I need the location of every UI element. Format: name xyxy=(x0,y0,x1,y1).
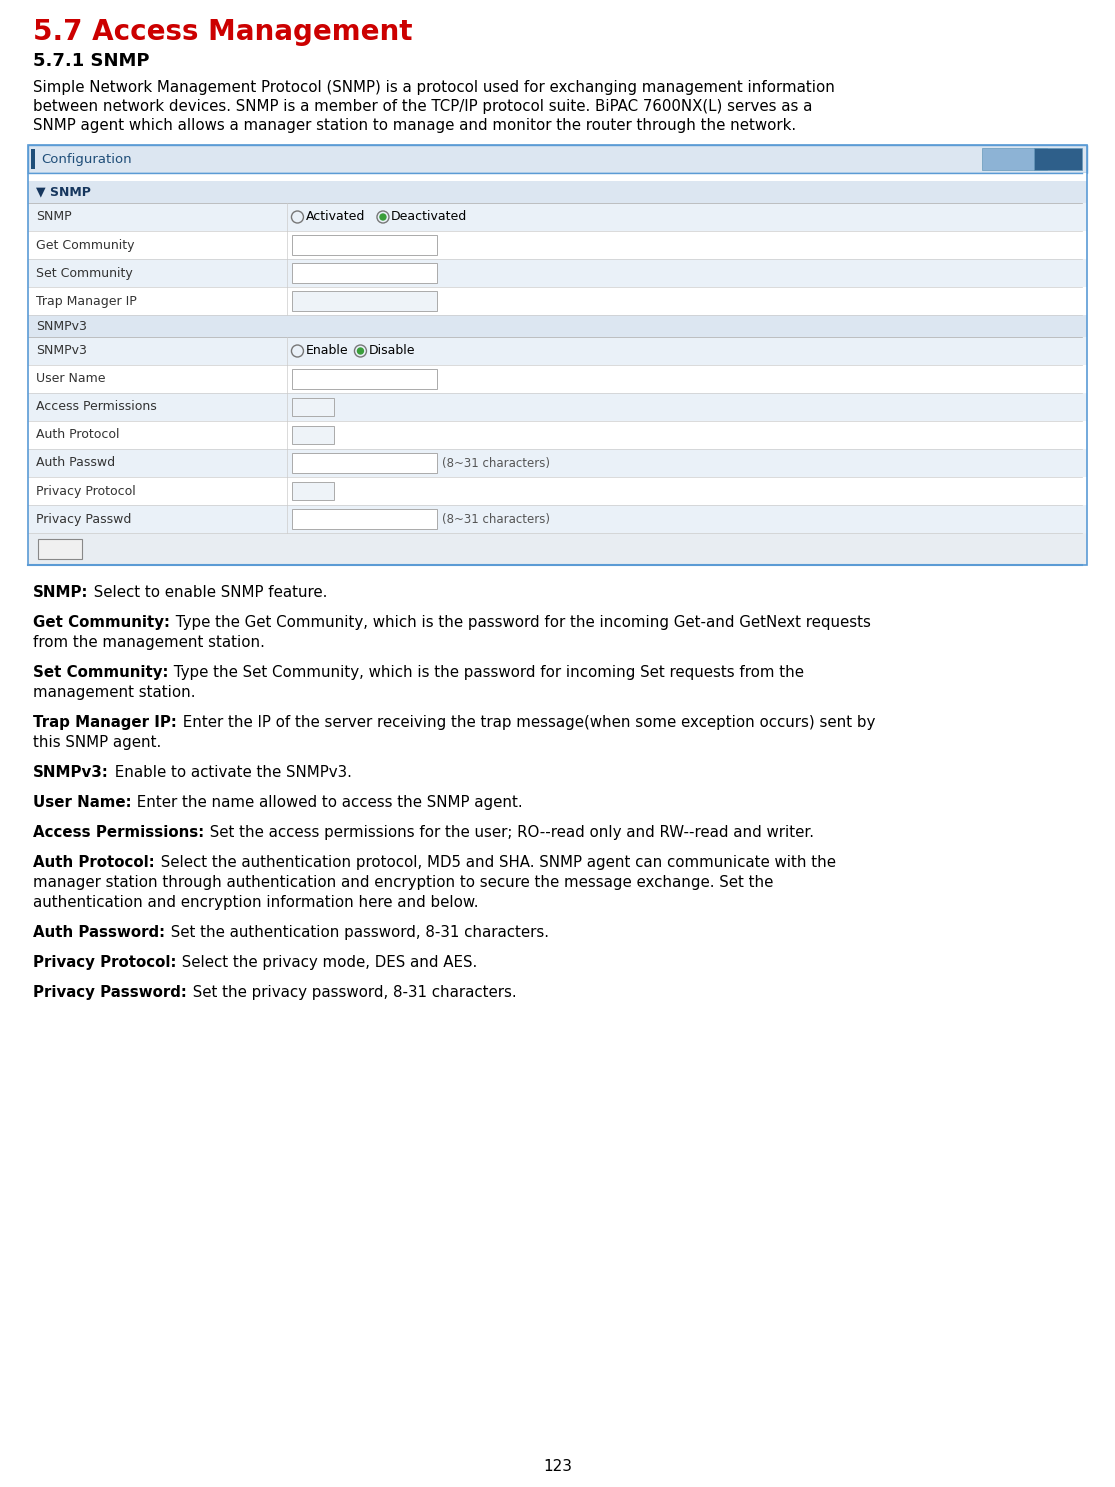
Text: Simple Network Management Protocol (SNMP) is a protocol used for exchanging mana: Simple Network Management Protocol (SNMP… xyxy=(33,80,835,95)
Text: User Name: User Name xyxy=(36,373,106,385)
Bar xyxy=(292,509,437,529)
Text: 123: 123 xyxy=(543,1459,572,1474)
Bar xyxy=(28,506,1087,532)
Bar xyxy=(28,230,1087,259)
Bar xyxy=(28,146,1087,172)
Text: Select the privacy mode, DES and AES.: Select the privacy mode, DES and AES. xyxy=(177,955,477,970)
Text: Configuration: Configuration xyxy=(41,153,132,165)
Text: Auth Password:: Auth Password: xyxy=(33,925,165,940)
Bar xyxy=(292,263,437,283)
Bar xyxy=(1034,149,1082,170)
Bar xyxy=(28,449,1087,477)
Text: Set the authentication password, 8-31 characters.: Set the authentication password, 8-31 ch… xyxy=(166,925,549,940)
Text: Type the Set Community, which is the password for incoming Set requests from the: Type the Set Community, which is the pas… xyxy=(169,665,804,680)
Circle shape xyxy=(358,348,363,354)
Text: 0.0.0.0: 0.0.0.0 xyxy=(298,294,338,308)
Bar xyxy=(28,181,1087,204)
Bar xyxy=(292,482,334,500)
Text: Activated: Activated xyxy=(306,211,365,223)
Text: this SNMP agent.: this SNMP agent. xyxy=(33,735,162,749)
Bar xyxy=(292,454,437,473)
Text: authentication and encryption information here and below.: authentication and encryption informatio… xyxy=(33,895,478,910)
Circle shape xyxy=(380,214,386,220)
Text: Enter the name allowed to access the SNMP agent.: Enter the name allowed to access the SNM… xyxy=(133,796,523,810)
Text: Auth Protocol:: Auth Protocol: xyxy=(33,855,155,870)
Text: manager station through authentication and encryption to secure the message exch: manager station through authentication a… xyxy=(33,874,774,891)
Text: Access Permissions:: Access Permissions: xyxy=(33,825,204,840)
Bar xyxy=(28,364,1087,393)
Text: Get Community: Get Community xyxy=(36,238,135,251)
Text: Privacy Protocol: Privacy Protocol xyxy=(36,485,136,498)
Bar xyxy=(292,235,437,254)
Bar xyxy=(28,204,1087,230)
Text: between network devices. SNMP is a member of the TCP/IP protocol suite. BiPAC 76: between network devices. SNMP is a membe… xyxy=(33,100,813,114)
Text: SNMP:: SNMP: xyxy=(33,584,88,599)
Bar xyxy=(28,315,1087,338)
Bar xyxy=(28,172,1087,181)
Text: Set the privacy password, 8-31 characters.: Set the privacy password, 8-31 character… xyxy=(187,984,516,999)
Text: Auth Protocol: Auth Protocol xyxy=(36,428,119,442)
Text: Trap Manager IP: Trap Manager IP xyxy=(36,294,137,308)
Text: ▼ SNMP: ▼ SNMP xyxy=(36,186,91,198)
Text: Privacy Password:: Privacy Password: xyxy=(33,984,186,999)
Text: ▾: ▾ xyxy=(322,430,328,440)
Text: User Name:: User Name: xyxy=(33,796,132,810)
Bar xyxy=(28,393,1087,421)
Text: (8~31 characters): (8~31 characters) xyxy=(443,513,551,525)
Text: 5.7 Access Management: 5.7 Access Management xyxy=(33,18,413,46)
Text: Select to enable SNMP feature.: Select to enable SNMP feature. xyxy=(89,584,328,599)
Text: Set the access permissions for the user; RO--read only and RW--read and writer.: Set the access permissions for the user;… xyxy=(205,825,814,840)
Bar xyxy=(292,425,334,445)
Text: Auth Passwd: Auth Passwd xyxy=(36,457,115,470)
Bar xyxy=(31,149,35,170)
Bar xyxy=(28,146,1087,565)
Text: SNMPv3: SNMPv3 xyxy=(36,320,87,333)
Text: Enable to activate the SNMPv3.: Enable to activate the SNMPv3. xyxy=(109,764,351,781)
Text: SNMP: SNMP xyxy=(36,211,71,223)
Text: (8~31 characters): (8~31 characters) xyxy=(443,457,551,470)
Bar xyxy=(38,538,83,559)
Text: Select the authentication protocol, MD5 and SHA. SNMP agent can communicate with: Select the authentication protocol, MD5 … xyxy=(156,855,835,870)
Bar xyxy=(292,399,334,416)
Text: SAVE: SAVE xyxy=(45,543,75,556)
Text: 5.7.1 SNMP: 5.7.1 SNMP xyxy=(33,52,149,70)
Text: ▾: ▾ xyxy=(322,401,328,412)
Bar xyxy=(28,532,1087,565)
Bar xyxy=(28,338,1087,364)
Bar xyxy=(28,421,1087,449)
Text: Trap Manager IP:: Trap Manager IP: xyxy=(33,715,177,730)
Text: Disable: Disable xyxy=(368,345,415,357)
Text: management station.: management station. xyxy=(33,686,195,700)
Text: SNMPv3:: SNMPv3: xyxy=(33,764,109,781)
Text: from the management station.: from the management station. xyxy=(33,635,265,650)
Bar xyxy=(292,291,437,311)
Text: Deactivated: Deactivated xyxy=(391,211,467,223)
Text: SNMPv3: SNMPv3 xyxy=(36,345,87,357)
Text: Enter the IP of the server receiving the trap message(when some exception occurs: Enter the IP of the server receiving the… xyxy=(177,715,875,730)
Text: Set Community: Set Community xyxy=(36,266,133,280)
Text: Type the Get Community, which is the password for the incoming Get-and GetNext r: Type the Get Community, which is the pas… xyxy=(171,616,871,630)
Text: Privacy Passwd: Privacy Passwd xyxy=(36,513,132,525)
Bar xyxy=(982,149,1047,170)
Text: Privacy Protocol:: Privacy Protocol: xyxy=(33,955,176,970)
Bar xyxy=(28,287,1087,315)
Text: RO: RO xyxy=(297,400,313,413)
Bar xyxy=(292,369,437,390)
Text: Set Community:: Set Community: xyxy=(33,665,168,680)
Text: DES: DES xyxy=(297,485,320,498)
Text: Enable: Enable xyxy=(306,345,348,357)
Text: Access Permissions: Access Permissions xyxy=(36,400,157,413)
Text: Get Community:: Get Community: xyxy=(33,616,169,630)
Text: SNMP agent which allows a manager station to manage and monitor the router throu: SNMP agent which allows a manager statio… xyxy=(33,117,796,132)
Bar xyxy=(28,477,1087,506)
Text: MD5: MD5 xyxy=(297,428,323,442)
Bar xyxy=(28,259,1087,287)
Text: ▾: ▾ xyxy=(322,486,328,497)
